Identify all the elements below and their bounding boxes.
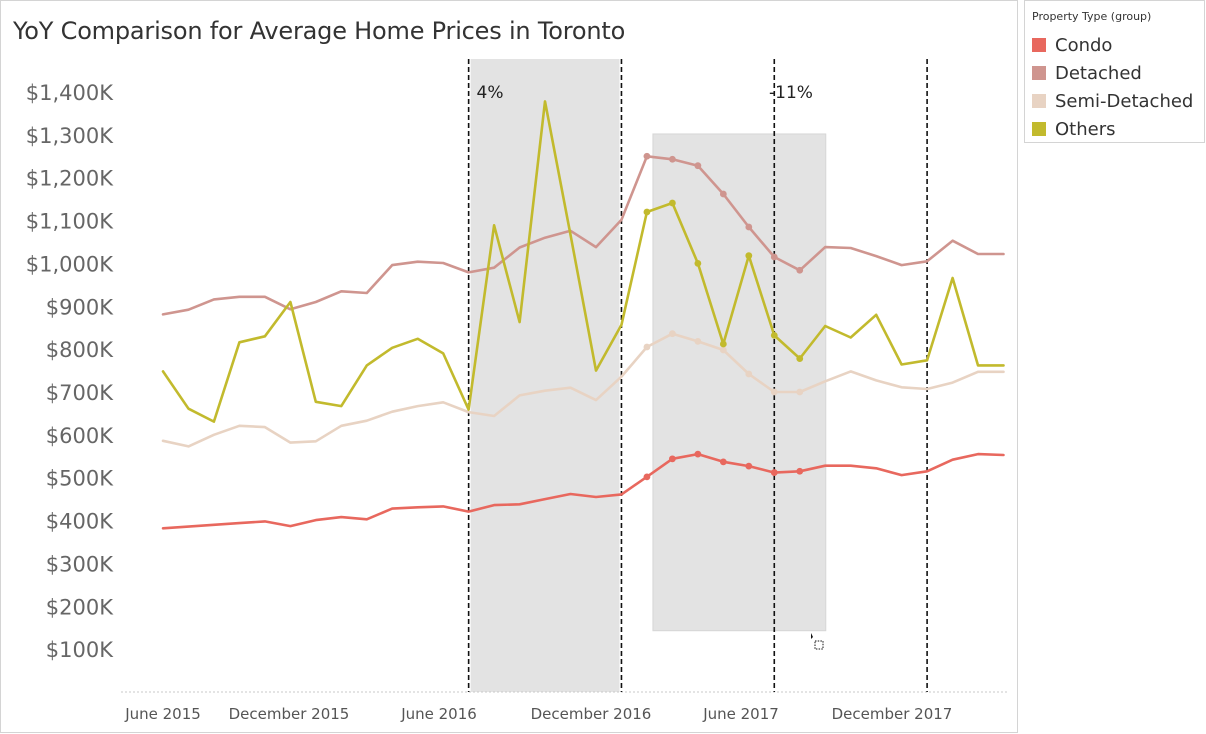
y-tick-label: $600K [46,424,114,448]
y-tick-label: $1,400K [26,81,114,105]
x-tick-label: June 2017 [702,705,779,723]
data-point-semi-detached[interactable] [669,330,676,338]
legend-title: Property Type (group) [1032,10,1152,23]
legend-item-detached[interactable]: Detached [1032,62,1142,84]
y-tick-label: $1,200K [26,167,114,191]
data-point-detached[interactable] [745,223,753,231]
data-point-semi-detached[interactable] [694,338,702,345]
y-tick-label: $500K [46,467,114,491]
highlight-band [652,133,827,632]
legend-label-others: Others [1055,118,1116,140]
data-point-others[interactable] [745,252,753,260]
data-point-detached[interactable] [694,162,702,170]
legend: Property Type (group) Condo Detached Sem… [1024,0,1205,143]
y-tick-label: $300K [46,552,114,576]
y-tick-label: $800K [46,338,114,362]
line-chart[interactable]: 4% -11% $100K $200K $300K $400K $500K $600K $700… [1,1,1017,732]
data-point-detached[interactable] [770,253,778,261]
data-point-semi-detached[interactable] [719,346,727,354]
legend-item-others[interactable]: Others [1032,118,1116,140]
data-point-condo[interactable] [796,467,804,475]
cursor-icon [811,633,824,650]
data-point-detached[interactable] [719,190,727,198]
legend-label-semi-detached: Semi-Detached [1055,90,1194,112]
data-point-condo[interactable] [770,469,778,476]
data-point-others[interactable] [694,260,702,267]
legend-label-detached: Detached [1055,62,1142,84]
chart-title: YoY Comparison for Average Home Prices i… [13,17,626,45]
data-point-detached[interactable] [669,155,676,163]
data-point-condo[interactable] [643,473,651,481]
data-point-semi-detached[interactable] [796,388,804,396]
y-tick-label: $1,000K [26,252,114,276]
x-tick-label: December 2017 [832,705,953,723]
data-point-others[interactable] [669,199,676,207]
legend-item-condo[interactable]: Condo [1032,34,1112,56]
series-line-detached[interactable] [161,155,1005,316]
series-line-semi-detached[interactable] [161,332,1005,448]
legend-swatch-detached [1032,66,1046,80]
y-tick-label: $700K [46,381,114,405]
data-point-others[interactable] [770,332,778,339]
highlight-band [470,59,620,692]
legend-swatch-semi-detached [1032,94,1046,108]
data-point-condo[interactable] [694,450,702,458]
legend-label-condo: Condo [1055,34,1113,56]
band-label: -11% [769,83,813,103]
data-point-others[interactable] [719,340,727,348]
y-tick-label: $100K [46,638,114,662]
data-point-semi-detached[interactable] [643,343,651,351]
data-point-detached[interactable] [643,152,651,160]
legend-swatch-others [1032,122,1046,136]
series-line-condo[interactable] [161,452,1005,530]
y-tick-label: $400K [46,510,114,534]
legend-swatch-condo [1032,38,1046,52]
data-point-others[interactable] [643,208,651,216]
x-tick-label: June 2015 [124,705,201,723]
data-point-semi-detached[interactable] [770,388,778,396]
data-point-detached[interactable] [796,266,804,274]
data-point-condo[interactable] [745,462,753,470]
y-tick-label: $1,100K [26,210,114,234]
y-tick-label: $200K [46,595,114,619]
data-point-semi-detached[interactable] [745,370,753,378]
x-tick-label: June 2016 [400,705,477,723]
y-tick-label: $1,300K [26,124,114,148]
data-point-condo[interactable] [669,455,676,463]
data-point-others[interactable] [796,355,804,362]
band-label: 4% [477,83,504,103]
chart-frame: YoY Comparison for Average Home Prices i… [0,0,1018,733]
data-point-condo[interactable] [719,458,727,466]
series-line-others[interactable] [161,100,1005,423]
x-tick-label: December 2016 [531,705,652,723]
x-tick-label: December 2015 [229,705,350,723]
y-tick-label: $900K [46,295,114,319]
legend-item-semi-detached[interactable]: Semi-Detached [1032,90,1193,112]
